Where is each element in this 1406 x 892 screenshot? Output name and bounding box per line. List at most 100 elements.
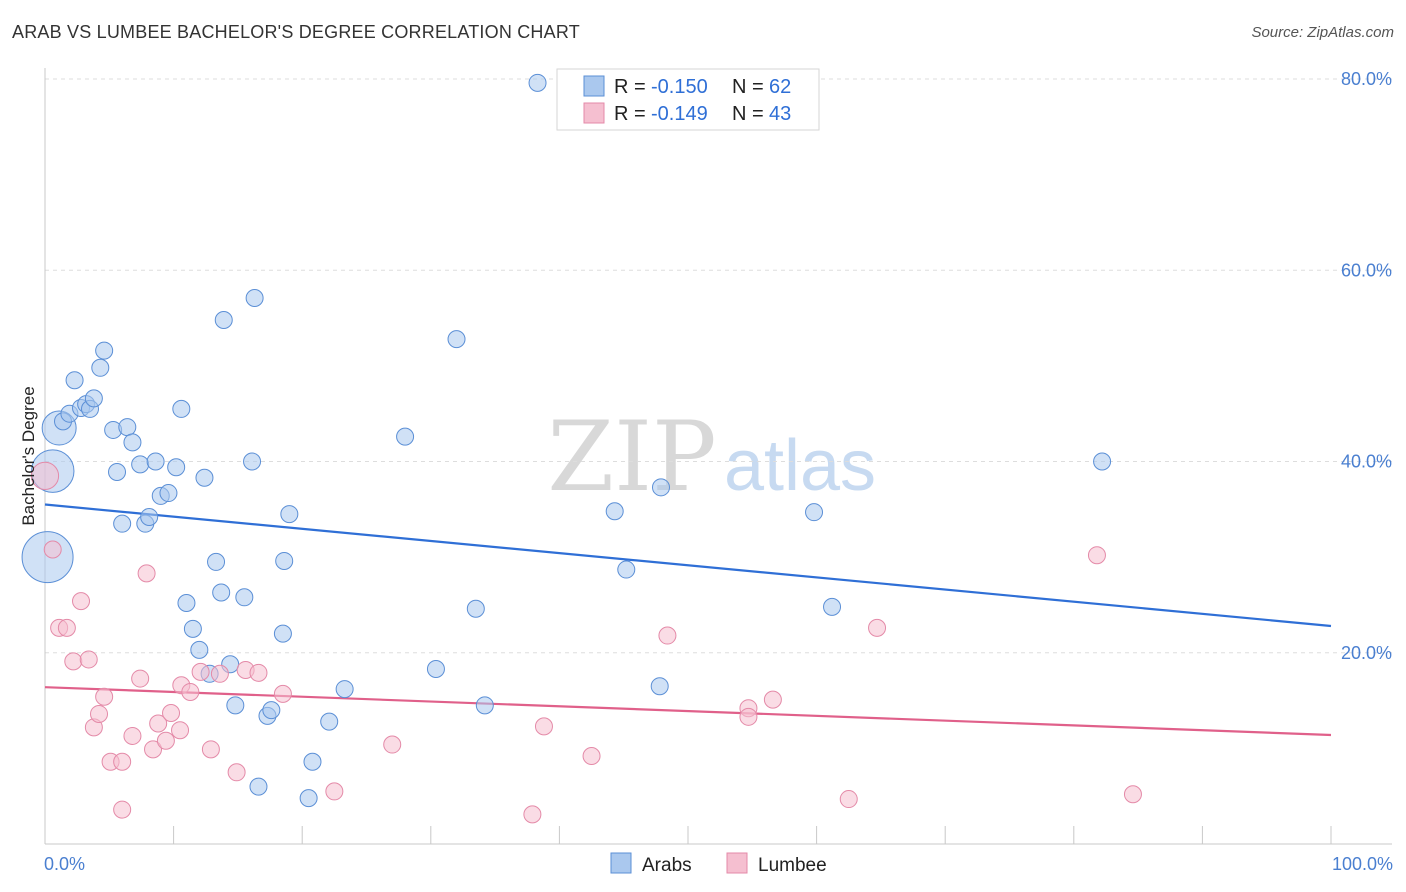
lumbee-point: [137, 564, 156, 583]
arabs-point: [108, 463, 127, 482]
arabs-point: [335, 680, 354, 699]
watermark-atlas: atlas: [724, 426, 876, 506]
legend-arabs-r-value: -0.150: [651, 76, 708, 98]
lumbee-point: [210, 664, 229, 683]
gridlines: [45, 78, 1392, 654]
lumbee-point: [64, 652, 83, 671]
legend-lumbee-n-value: 43: [769, 103, 791, 125]
arabs-point: [159, 484, 178, 503]
arabs-point: [303, 752, 322, 771]
lumbee-point: [57, 618, 76, 637]
watermark-zip: ZIP: [547, 401, 716, 513]
arabs-point: [140, 507, 159, 526]
lumbee-point: [181, 682, 200, 701]
lumbee-point: [113, 800, 132, 819]
y-tick-labels: 20.0% 40.0% 60.0% 80.0%: [1341, 69, 1392, 663]
lumbee-point: [534, 717, 553, 736]
arabs-point: [183, 619, 202, 638]
lumbee-point: [30, 461, 60, 490]
legend-arabs-n-value: 62: [769, 76, 791, 98]
arabs-point: [195, 468, 214, 487]
lumbee-point: [1123, 785, 1142, 804]
arabs-point: [131, 455, 150, 474]
lumbee-point: [191, 662, 210, 681]
legend-arabs-swatch: [583, 75, 605, 97]
arabs-point: [245, 288, 264, 307]
arabs-point: [320, 712, 339, 731]
y-tick-label: 40.0%: [1341, 452, 1392, 472]
arabs-point: [299, 789, 318, 808]
arabs-point: [651, 478, 670, 497]
lumbee-point: [839, 790, 858, 809]
lumbee-point: [763, 690, 782, 709]
lumbee-points: [30, 461, 1142, 824]
arabs-point: [273, 624, 292, 643]
arabs-point: [177, 594, 196, 613]
y-tick-label: 80.0%: [1341, 69, 1392, 89]
arabs-point: [447, 330, 466, 349]
legend-lumbee-r-value: -0.149: [651, 103, 708, 125]
lumbee-point: [156, 731, 175, 750]
arabs-point: [243, 452, 262, 471]
lumbee-point: [90, 704, 109, 723]
arabs-point: [214, 310, 233, 329]
arabs-point: [280, 505, 299, 524]
lumbee-point: [868, 618, 887, 637]
arabs-point: [605, 502, 624, 521]
lumbee-point: [273, 684, 292, 703]
arabs-point: [249, 777, 268, 796]
legend-item-arabs-label: Arabs: [642, 855, 692, 876]
arabs-point: [466, 599, 485, 618]
lumbee-point: [658, 626, 677, 645]
arabs-point: [475, 696, 494, 715]
arabs-point: [21, 531, 74, 584]
correlation-legend: R = -0.150 N = 62 R = -0.149 N = 43: [556, 68, 820, 131]
x-tick-labels: 0.0% 100.0%: [44, 854, 1393, 874]
arabs-point: [65, 371, 84, 390]
arabs-point: [528, 73, 547, 92]
legend-lumbee-swatch: [583, 102, 605, 124]
lumbee-point: [325, 782, 344, 801]
arabs-point: [146, 452, 165, 471]
arabs-point: [650, 677, 669, 696]
lumbee-point: [79, 650, 98, 669]
lumbee-point: [383, 735, 402, 754]
arabs-point: [262, 701, 281, 720]
arabs-point: [805, 503, 824, 522]
arabs-trend-line: [44, 503, 1332, 628]
arabs-point: [123, 433, 142, 452]
arabs-point: [212, 583, 231, 602]
arabs-point: [172, 399, 191, 418]
lumbee-trend-line: [44, 686, 1332, 737]
trend-lines: [44, 503, 1332, 737]
lumbee-point: [144, 740, 163, 759]
chart-title: ARAB VS LUMBEE BACHELOR'S DEGREE CORRELA…: [12, 22, 580, 42]
x-tick-label: 100.0%: [1332, 854, 1393, 874]
arabs-point: [226, 696, 245, 715]
arabs-point: [95, 341, 114, 360]
lumbee-point: [72, 592, 91, 611]
lumbee-point: [171, 721, 190, 740]
arabs-point: [118, 418, 137, 437]
arabs-point: [91, 358, 110, 377]
arabs-point: [167, 458, 186, 477]
lumbee-point: [227, 763, 246, 782]
y-tick-label: 60.0%: [1341, 260, 1392, 280]
arabs-point: [235, 588, 254, 607]
arabs-point: [84, 389, 103, 408]
arabs-point: [207, 552, 226, 571]
arabs-point: [426, 660, 445, 679]
lumbee-point: [123, 726, 142, 745]
arabs-point: [823, 597, 842, 616]
arabs-point: [190, 640, 209, 659]
lumbee-point: [149, 714, 168, 733]
lumbee-point: [131, 669, 150, 688]
lumbee-point: [43, 540, 62, 559]
arabs-point: [1093, 452, 1112, 471]
arabs-point: [113, 514, 132, 533]
lumbee-point: [162, 703, 181, 722]
lumbee-point: [523, 805, 542, 824]
legend-lumbee-n-label: N =: [732, 103, 764, 125]
y-tick-label: 20.0%: [1341, 643, 1392, 663]
